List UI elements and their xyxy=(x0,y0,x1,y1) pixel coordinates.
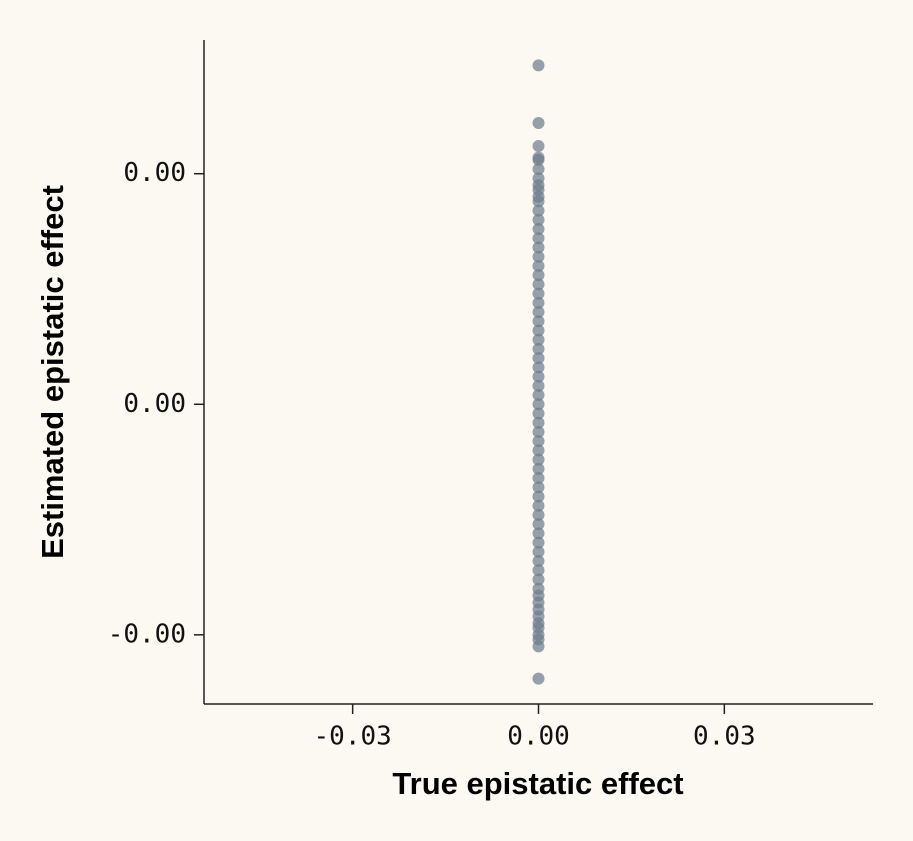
y-axis-label: Estimated epistatic effect xyxy=(35,185,70,559)
point xyxy=(532,306,545,319)
point xyxy=(532,407,545,420)
y-tick-label: 0.00 xyxy=(123,389,186,419)
point xyxy=(532,527,545,540)
point xyxy=(532,287,545,300)
point xyxy=(532,163,545,176)
point xyxy=(532,269,545,282)
point xyxy=(532,250,545,263)
point xyxy=(532,490,545,503)
point xyxy=(532,370,545,383)
point xyxy=(532,324,545,337)
y-tick-label: -0.00 xyxy=(108,619,186,649)
point xyxy=(532,296,545,309)
point xyxy=(532,140,545,153)
point xyxy=(532,508,545,521)
y-tick-label: 0.00 xyxy=(123,158,186,188)
point xyxy=(532,398,545,411)
point xyxy=(532,472,545,485)
point xyxy=(532,416,545,429)
point xyxy=(532,204,545,217)
point xyxy=(532,153,545,166)
point xyxy=(532,425,545,438)
point xyxy=(532,232,545,245)
point xyxy=(532,435,545,448)
point xyxy=(532,241,545,254)
point xyxy=(532,333,545,346)
point xyxy=(532,499,545,512)
point xyxy=(532,315,545,328)
point xyxy=(532,536,545,549)
x-tick-label: -0.03 xyxy=(314,722,392,752)
point xyxy=(532,518,545,531)
point xyxy=(532,573,545,586)
point xyxy=(532,352,545,365)
point xyxy=(532,213,545,226)
point xyxy=(532,223,545,236)
x-axis-label: True epistatic effect xyxy=(392,766,683,801)
point xyxy=(532,672,545,685)
point xyxy=(532,59,545,72)
point xyxy=(532,481,545,494)
point xyxy=(532,361,545,374)
point xyxy=(532,555,545,568)
point xyxy=(532,564,545,577)
point xyxy=(532,462,545,475)
point xyxy=(532,259,545,272)
point xyxy=(532,640,545,653)
x-tick-label: 0.03 xyxy=(693,722,756,752)
point xyxy=(532,117,545,129)
point xyxy=(532,389,545,402)
point xyxy=(532,379,545,392)
point xyxy=(532,444,545,457)
point xyxy=(532,195,545,208)
x-tick-label: 0.00 xyxy=(507,722,570,752)
point xyxy=(532,453,545,466)
point xyxy=(532,545,545,558)
point xyxy=(532,278,545,291)
point xyxy=(532,342,545,355)
